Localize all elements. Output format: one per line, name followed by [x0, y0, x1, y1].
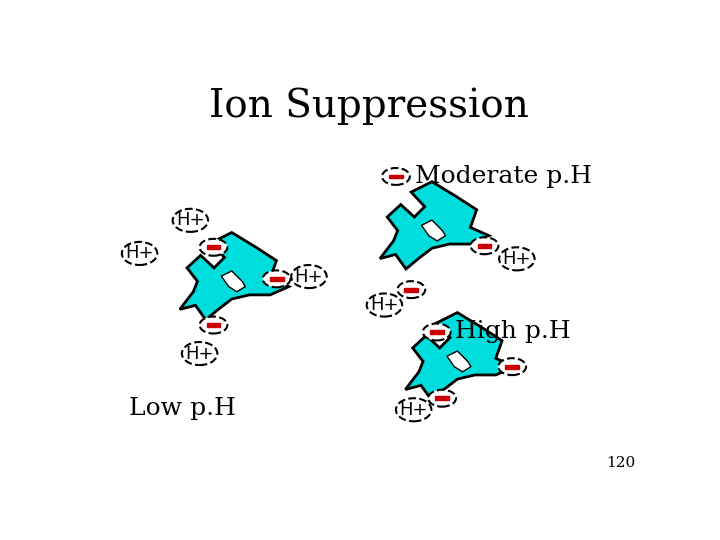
Ellipse shape [471, 237, 498, 254]
Ellipse shape [397, 281, 426, 298]
Polygon shape [405, 313, 515, 400]
Bar [389, 174, 403, 178]
Text: Ion Suppression: Ion Suppression [209, 88, 529, 125]
Ellipse shape [396, 398, 431, 421]
Ellipse shape [182, 342, 217, 365]
Polygon shape [221, 271, 246, 292]
Polygon shape [380, 181, 489, 269]
Polygon shape [180, 233, 289, 320]
Ellipse shape [199, 316, 228, 334]
Ellipse shape [499, 247, 534, 271]
Text: H+: H+ [185, 345, 214, 362]
Bar [270, 277, 284, 281]
Text: H+: H+ [370, 296, 399, 314]
Ellipse shape [423, 323, 451, 340]
Bar [477, 244, 492, 248]
Bar [430, 330, 444, 334]
Text: Moderate p.H: Moderate p.H [415, 165, 593, 188]
Ellipse shape [173, 209, 208, 232]
Text: H+: H+ [125, 245, 154, 262]
Ellipse shape [428, 390, 456, 407]
Ellipse shape [291, 265, 327, 288]
Bar [207, 323, 220, 327]
Ellipse shape [366, 294, 402, 316]
Text: Low p.H: Low p.H [129, 397, 235, 421]
Text: H+: H+ [176, 211, 204, 230]
Text: H+: H+ [503, 250, 531, 268]
Polygon shape [447, 351, 471, 372]
Polygon shape [421, 220, 446, 241]
Bar [435, 396, 449, 400]
Text: 120: 120 [606, 456, 636, 470]
Bar [207, 245, 220, 249]
Ellipse shape [199, 239, 228, 256]
Text: High p.H: High p.H [455, 321, 571, 343]
Ellipse shape [122, 242, 157, 265]
Text: H+: H+ [294, 267, 323, 286]
Text: H+: H+ [400, 401, 428, 418]
Ellipse shape [382, 168, 410, 185]
Ellipse shape [498, 358, 526, 375]
Ellipse shape [263, 271, 290, 287]
Bar [505, 364, 519, 369]
Bar [405, 288, 418, 292]
